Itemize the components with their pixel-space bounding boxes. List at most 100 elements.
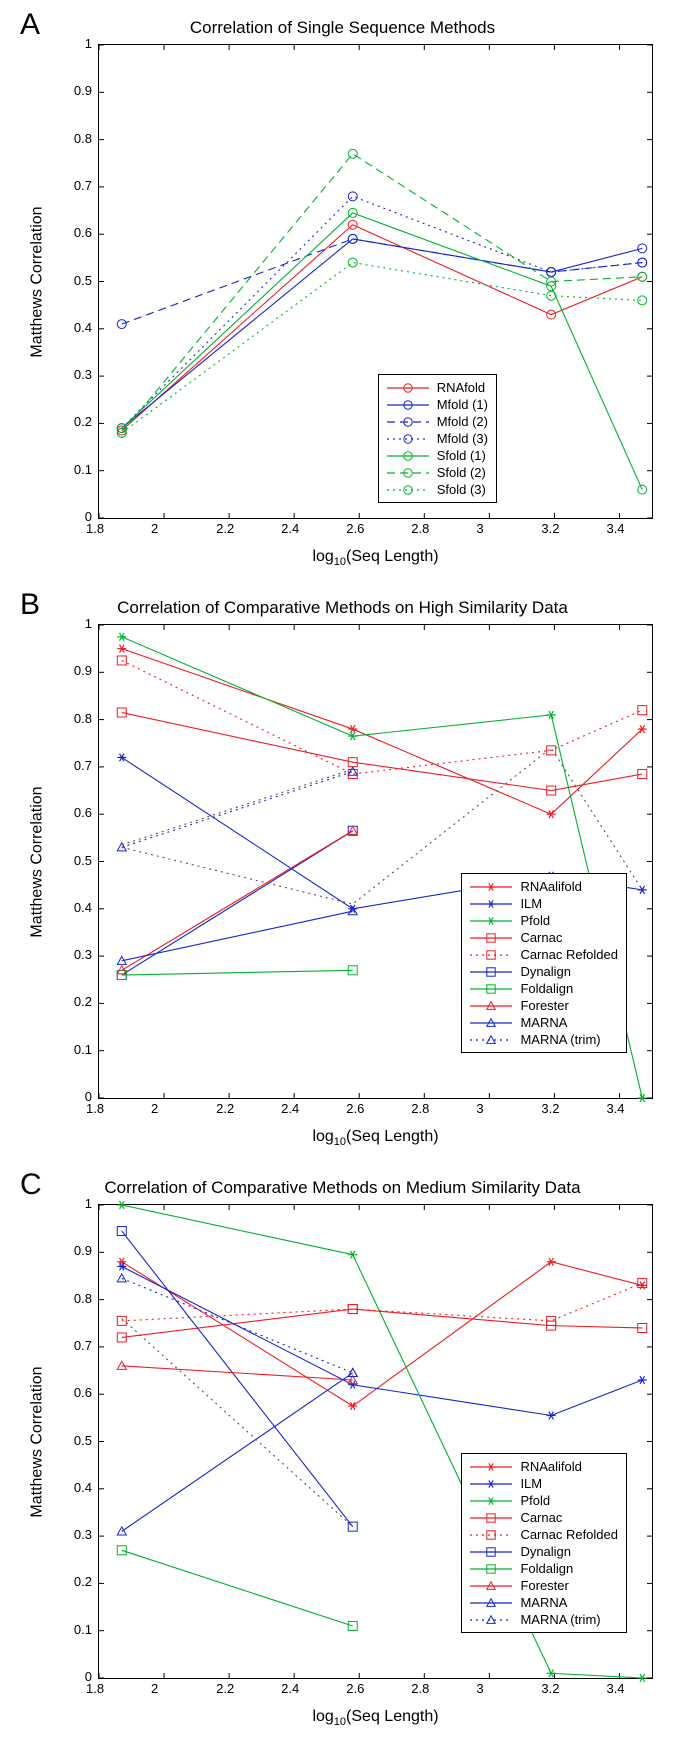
panel-b-plot: RNAalifold ILM Pfold Carnac Carnac Refol…	[98, 624, 653, 1099]
ytick-label: 0.8	[74, 1291, 92, 1306]
xtick-label: 3.2	[541, 1101, 559, 1116]
xtick-label: 2.6	[346, 521, 364, 536]
ytick-label: 0.9	[74, 1243, 92, 1258]
xtick-label: 2.2	[216, 521, 234, 536]
legend-item: RNAalifold	[468, 1458, 618, 1475]
legend-item: Sfold (1)	[385, 447, 488, 464]
xtick-label: 2.2	[216, 1681, 234, 1696]
legend-item: RNAalifold	[468, 878, 618, 895]
legend-item: Foldalign	[468, 980, 618, 997]
panel-c: C Correlation of Comparative Methods on …	[0, 1160, 685, 1740]
panelC-legend: RNAalifold ILM Pfold Carnac Carnac Refol…	[461, 1453, 627, 1633]
ytick-label: 0.7	[74, 758, 92, 773]
ytick-label: 0.3	[74, 947, 92, 962]
panel-c-plot: RNAalifold ILM Pfold Carnac Carnac Refol…	[98, 1204, 653, 1679]
ytick-label: 0.2	[74, 1574, 92, 1589]
panel-c-ylabel: Matthews Correlation	[28, 1204, 48, 1679]
xtick-label: 3.4	[606, 1101, 624, 1116]
panel-a-plot: RNAfold Mfold (1) Mfold (2) Mfold (3) Sf…	[98, 44, 653, 519]
ytick-label: 0.6	[74, 225, 92, 240]
legend-item: Mfold (3)	[385, 430, 488, 447]
xtick-label: 2	[151, 1101, 158, 1116]
ytick-label: 1	[85, 1196, 92, 1211]
xtick-label: 3	[476, 1101, 483, 1116]
panel-c-xlabel: log10(Seq Length)	[98, 1708, 653, 1728]
ytick-label: 0.4	[74, 1480, 92, 1495]
legend-item: Sfold (2)	[385, 464, 488, 481]
ytick-label: 0.3	[74, 367, 92, 382]
ytick-label: 0.4	[74, 900, 92, 915]
ytick-label: 0.1	[74, 1042, 92, 1057]
xtick-label: 3	[476, 1681, 483, 1696]
ytick-label: 0.1	[74, 1622, 92, 1637]
legend-item: Mfold (2)	[385, 413, 488, 430]
panel-c-title: Correlation of Comparative Methods on Me…	[0, 1178, 685, 1198]
legend-item: Forester	[468, 997, 618, 1014]
ytick-label: 0.8	[74, 131, 92, 146]
legend-item: Sfold (3)	[385, 481, 488, 498]
legend-item: Mfold (1)	[385, 396, 488, 413]
legend-item: Foldalign	[468, 1560, 618, 1577]
legend-item: MARNA (trim)	[468, 1031, 618, 1048]
xtick-label: 2	[151, 1681, 158, 1696]
legend-item: ILM	[468, 895, 618, 912]
figure: A Correlation of Single Sequence Methods…	[0, 0, 685, 1740]
ytick-label: 0.5	[74, 853, 92, 868]
xtick-label: 2.8	[411, 521, 429, 536]
legend-item: Dynalign	[468, 1543, 618, 1560]
legend-item: Pfold	[468, 1492, 618, 1509]
xtick-label: 3.4	[606, 521, 624, 536]
ytick-label: 0.5	[74, 1433, 92, 1448]
legend-item: MARNA (trim)	[468, 1611, 618, 1628]
xtick-label: 2.4	[281, 1681, 299, 1696]
panel-a-ylabel: Matthews Correlation	[28, 44, 48, 519]
panel-b-xlabel: log10(Seq Length)	[98, 1128, 653, 1148]
ytick-label: 0.3	[74, 1527, 92, 1542]
xtick-label: 2.4	[281, 1101, 299, 1116]
ytick-label: 1	[85, 36, 92, 51]
legend-item: Carnac	[468, 929, 618, 946]
legend-item: Forester	[468, 1577, 618, 1594]
xtick-label: 3.4	[606, 1681, 624, 1696]
legend-item: Dynalign	[468, 963, 618, 980]
ytick-label: 1	[85, 616, 92, 631]
panel-a-xlabel: log10(Seq Length)	[98, 548, 653, 568]
xtick-label: 2.6	[346, 1681, 364, 1696]
legend-item: RNAfold	[385, 379, 488, 396]
ytick-label: 0.5	[74, 273, 92, 288]
ytick-label: 0.2	[74, 414, 92, 429]
xtick-label: 3.2	[541, 1681, 559, 1696]
xtick-label: 2.6	[346, 1101, 364, 1116]
panel-b-title: Correlation of Comparative Methods on Hi…	[0, 598, 685, 618]
legend-item: Carnac Refolded	[468, 946, 618, 963]
xtick-label: 2.8	[411, 1101, 429, 1116]
legend-item: Carnac	[468, 1509, 618, 1526]
xtick-label: 2.4	[281, 521, 299, 536]
ytick-label: 0	[85, 1669, 92, 1684]
ytick-label: 0.1	[74, 462, 92, 477]
xtick-label: 3	[476, 521, 483, 536]
ytick-label: 0.8	[74, 711, 92, 726]
panel-b-ylabel: Matthews Correlation	[28, 624, 48, 1099]
legend-item: ILM	[468, 1475, 618, 1492]
panelA-legend: RNAfold Mfold (1) Mfold (2) Mfold (3) Sf…	[378, 374, 497, 503]
ytick-label: 0.7	[74, 178, 92, 193]
ytick-label: 0.9	[74, 83, 92, 98]
panelB-legend: RNAalifold ILM Pfold Carnac Carnac Refol…	[461, 873, 627, 1053]
panel-b: B Correlation of Comparative Methods on …	[0, 580, 685, 1160]
xtick-label: 2	[151, 521, 158, 536]
xtick-label: 2.8	[411, 1681, 429, 1696]
legend-item: MARNA	[468, 1014, 618, 1031]
ytick-label: 0.6	[74, 805, 92, 820]
ytick-label: 0	[85, 509, 92, 524]
legend-item: Pfold	[468, 912, 618, 929]
legend-item: MARNA	[468, 1594, 618, 1611]
ytick-label: 0	[85, 1089, 92, 1104]
xtick-label: 2.2	[216, 1101, 234, 1116]
xtick-label: 3.2	[541, 521, 559, 536]
legend-item: Carnac Refolded	[468, 1526, 618, 1543]
ytick-label: 0.9	[74, 663, 92, 678]
ytick-label: 0.4	[74, 320, 92, 335]
panel-a: A Correlation of Single Sequence Methods…	[0, 0, 685, 580]
panel-a-title: Correlation of Single Sequence Methods	[0, 18, 685, 38]
